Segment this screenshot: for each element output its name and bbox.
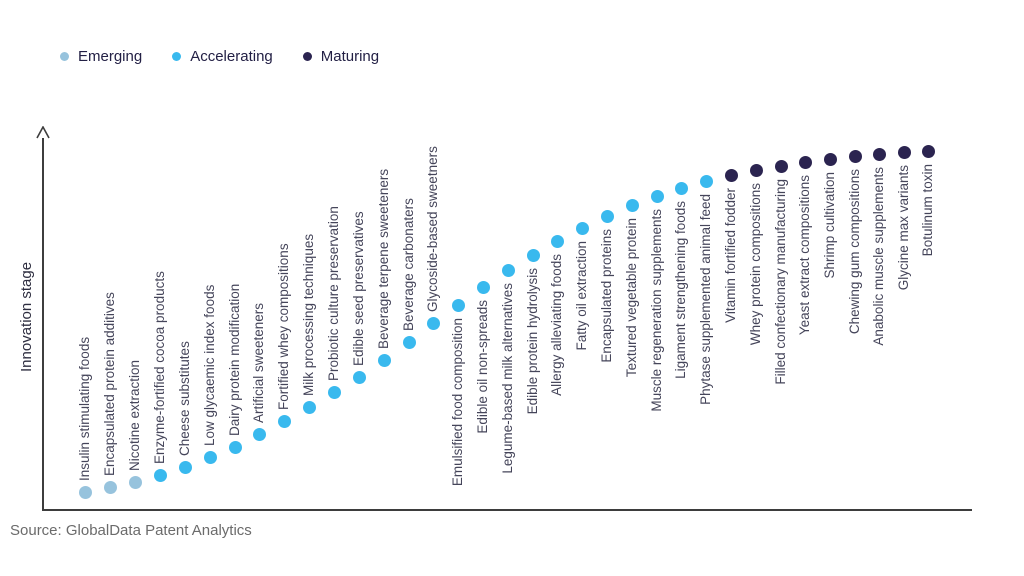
legend-dot-icon — [60, 52, 69, 61]
data-point-accelerating — [302, 400, 316, 414]
point-label: Encapsulated proteins — [599, 229, 614, 363]
data-point-accelerating — [203, 450, 217, 464]
point-label: Whey protein compositions — [748, 183, 763, 346]
data-point-accelerating — [476, 280, 490, 294]
point-label: Anabolic muscle supplements — [871, 167, 886, 346]
data-point-emerging — [78, 485, 92, 499]
point-label: Nicotine extraction — [127, 359, 142, 471]
point-label: Milk processing techniques — [301, 233, 316, 396]
source-attribution: Source: GlobalData Patent Analytics — [10, 522, 252, 539]
point-label: Probiotic culture preservation — [326, 206, 341, 381]
data-point-accelerating — [625, 198, 639, 212]
point-label: Edible protein hydrolysis — [525, 268, 540, 415]
point-label: Chewing gum compositions — [847, 169, 862, 335]
point-label: Edible oil non-spreads — [475, 300, 490, 434]
point-label: Botulinum toxin — [920, 164, 935, 257]
y-axis-arrow-icon — [36, 126, 50, 139]
data-point-accelerating — [252, 427, 266, 441]
point-label: Filled confectionary manufacturing — [773, 179, 788, 385]
point-label: Edible seed preservatives — [351, 211, 366, 366]
point-label: Allergy alleviating foods — [549, 254, 564, 396]
data-point-accelerating — [550, 234, 564, 248]
point-label: Cheese substitutes — [177, 341, 192, 456]
data-point-maturing — [798, 155, 812, 169]
data-point-maturing — [897, 145, 911, 159]
point-label: Fatty oil extraction — [574, 241, 589, 351]
data-point-accelerating — [501, 263, 515, 277]
data-point-maturing — [848, 149, 862, 163]
point-label: Vitamin fortified fodder — [723, 188, 738, 323]
data-point-accelerating — [402, 335, 416, 349]
y-axis-line — [42, 138, 44, 510]
legend-item-maturing: Maturing — [302, 48, 380, 65]
data-point-accelerating — [526, 248, 540, 262]
point-label: Artificial sweeteners — [251, 302, 266, 423]
point-label: Textured vegetable protein — [624, 218, 639, 378]
point-label: Glycoside-based sweetners — [425, 146, 440, 312]
point-label: Shrimp cultivation — [822, 172, 837, 279]
x-axis-line — [42, 509, 972, 511]
legend-dot-icon — [302, 52, 312, 61]
legend-label: Emerging — [78, 48, 143, 65]
data-point-accelerating — [277, 414, 291, 428]
point-label: Glycine max variants — [896, 165, 911, 291]
data-point-maturing — [921, 144, 935, 158]
data-point-accelerating — [650, 189, 664, 203]
data-point-emerging — [103, 480, 117, 494]
data-point-maturing — [823, 152, 837, 166]
data-point-accelerating — [451, 298, 465, 312]
data-point-accelerating — [699, 174, 713, 188]
data-point-accelerating — [352, 370, 366, 384]
legend-item-accelerating: Accelerating — [172, 48, 273, 65]
data-point-maturing — [724, 168, 738, 182]
point-label: Yeast extract compositions — [797, 175, 812, 336]
point-label: Enzyme-fortified cocoa products — [152, 271, 167, 464]
point-label: Beverage carbonaters — [401, 198, 416, 331]
legend: Emerging Accelerating Maturing — [60, 48, 379, 65]
data-point-accelerating — [575, 221, 589, 235]
data-point-maturing — [774, 159, 788, 173]
y-axis-label: Innovation stage — [18, 261, 35, 372]
data-point-accelerating — [377, 353, 391, 367]
point-label: Insulin stimulating foods — [77, 336, 92, 481]
legend-dot-icon — [172, 52, 182, 61]
point-label: Beverage terpene sweeteners — [376, 168, 391, 349]
data-point-maturing — [749, 163, 763, 177]
point-label: Emulsified food composition — [450, 318, 465, 487]
point-label: Fortified whey compositions — [276, 243, 291, 410]
data-point-accelerating — [426, 316, 440, 330]
point-label: Dairy protein modification — [227, 283, 242, 436]
point-label: Encapsulated protein additives — [102, 292, 117, 476]
point-label: Legume-based milk alternatives — [500, 283, 515, 474]
data-point-accelerating — [674, 181, 688, 195]
point-label: Ligament strengthening foods — [673, 201, 688, 379]
point-label: Low glycaemic index foods — [202, 284, 217, 446]
data-point-accelerating — [228, 440, 242, 454]
point-label: Phytase supplemented animal feed — [698, 194, 713, 405]
data-point-accelerating — [178, 460, 192, 474]
data-point-accelerating — [327, 385, 341, 399]
data-point-emerging — [128, 475, 142, 489]
data-point-maturing — [872, 147, 886, 161]
legend-item-emerging: Emerging — [60, 48, 142, 65]
point-label: Muscle regeneration supplements — [649, 209, 664, 412]
legend-label: Maturing — [320, 48, 380, 65]
data-point-accelerating — [600, 209, 614, 223]
legend-label: Accelerating — [190, 48, 273, 65]
data-point-accelerating — [153, 468, 167, 482]
